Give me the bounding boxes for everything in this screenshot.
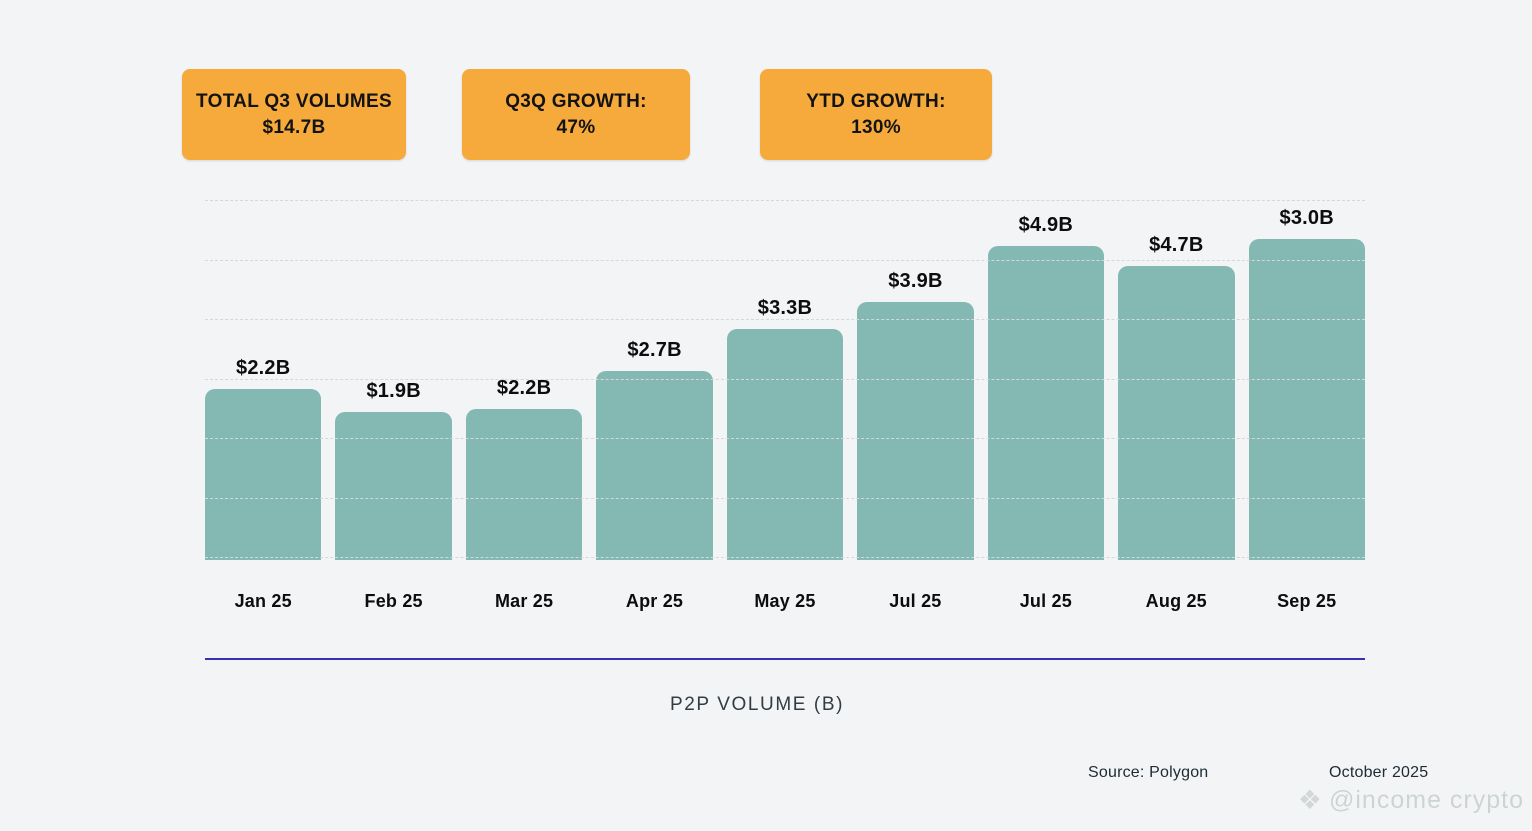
bar xyxy=(857,302,974,560)
bar-column: $1.9B xyxy=(335,200,452,560)
bar-value-label: $3.0B xyxy=(1279,207,1334,229)
bar-column: $3.3B xyxy=(726,200,844,560)
x-axis-title: P2P VOLUME (B) xyxy=(669,694,845,715)
stat-badge-total-q3-volume: TOTAL Q3 VOLUMES $14.7B xyxy=(182,69,406,160)
x-axis-tick-label: Aug 25 xyxy=(1145,591,1207,611)
stat-badge-ytd-growth: YTD GROWTH: 130% xyxy=(760,69,992,160)
watermark-handle: @income crypto xyxy=(1329,786,1524,814)
bar xyxy=(335,412,452,560)
source-credit: Source: Polygon xyxy=(1088,764,1209,781)
bar-value-label: $1.9B xyxy=(366,380,421,402)
bar-value-label: $4.7B xyxy=(1149,234,1204,256)
x-axis-line xyxy=(205,658,1365,660)
stat-badge-q3q-growth: Q3Q GROWTH: 47% xyxy=(462,69,690,160)
bar-series: $2.2B $1.9B $2.2B $2.7B $3.3B $3.9B $4.9B $4.7B… xyxy=(205,200,1365,560)
x-axis-tick-label: Jan 25 xyxy=(234,591,292,611)
bar-value-label: $3.3B xyxy=(757,297,813,319)
bar xyxy=(205,389,322,560)
x-axis-tick-label: Apr 25 xyxy=(625,591,684,611)
x-axis-tick-label: Jul 25 xyxy=(1019,591,1072,611)
bar xyxy=(465,409,583,560)
binance-diamond-icon: ❖ xyxy=(1297,785,1323,815)
x-axis-tick-label: Feb 25 xyxy=(364,591,423,611)
bar-column: $3.0B xyxy=(1248,200,1365,560)
bar-value-label: $2.2B xyxy=(496,377,552,399)
bar-column: $2.2B xyxy=(205,200,322,560)
badge-value: $14.7B xyxy=(262,117,326,138)
x-axis-tick-labels: Jan 25 Feb 25 Mar 25 Apr 25 May 25 Jul 25 Jul … xyxy=(205,591,1365,612)
bar xyxy=(726,329,844,560)
badge-title: TOTAL Q3 VOLUMES xyxy=(196,91,392,112)
x-axis-tick-label: Sep 25 xyxy=(1277,591,1337,611)
badge-title: YTD GROWTH: xyxy=(806,91,946,112)
bar-chart-plot-area: $2.2B $1.9B $2.2B $2.7B $3.3B $3.9B $4.9B $4.7B… xyxy=(205,200,1365,560)
bar xyxy=(596,371,713,560)
bar-value-label: $2.2B xyxy=(236,357,291,379)
watermark: ❖ @income crypto xyxy=(1298,786,1524,815)
publish-date: October 2025 xyxy=(1329,764,1429,781)
bar-column: $3.9B xyxy=(857,200,974,560)
badge-title: Q3Q GROWTH: xyxy=(505,91,647,112)
bar-column: $4.9B xyxy=(987,200,1105,560)
x-axis-tick-label: May 25 xyxy=(754,591,816,611)
bar-value-label: $4.9B xyxy=(1018,214,1074,236)
bar xyxy=(987,246,1105,560)
bar-column: $2.7B xyxy=(596,200,713,560)
bar-column: $2.2B xyxy=(465,200,583,560)
x-axis-tick-label: Jul 25 xyxy=(889,591,942,611)
badge-value: 130% xyxy=(851,117,901,138)
badge-value: 47% xyxy=(556,117,596,138)
bar xyxy=(1248,239,1365,560)
bar-column: $4.7B xyxy=(1118,200,1235,560)
x-axis-tick-label: Mar 25 xyxy=(494,591,554,611)
bar-value-label: $3.9B xyxy=(888,270,943,292)
bar-value-label: $2.7B xyxy=(627,339,682,361)
bar xyxy=(1118,266,1235,560)
